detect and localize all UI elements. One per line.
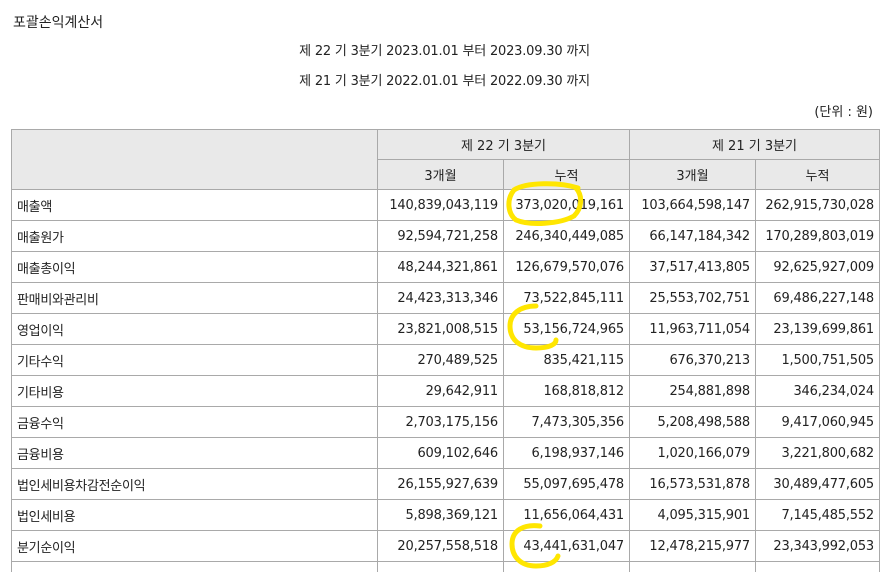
row-value: 609,102,646 <box>378 438 504 469</box>
row-value: 835,421,115 <box>504 345 630 376</box>
row-label: 매출액 <box>12 190 378 221</box>
row-value: 254,881,898 <box>630 376 756 407</box>
row-value: 6,198,937,146 <box>504 438 630 469</box>
row-value: 92,625,927,009 <box>756 252 880 283</box>
row-value: 373,020,019,161 <box>504 190 630 221</box>
row-value: 1,020,166,079 <box>630 438 756 469</box>
row-value: 246,340,449,085 <box>504 221 630 252</box>
table-row-partial <box>12 562 880 572</box>
row-value: 270,489,525 <box>378 345 504 376</box>
row-label: 판매비와관리비 <box>12 283 378 314</box>
row-value: 3,221,800,682 <box>756 438 880 469</box>
row-value: 16,573,531,878 <box>630 469 756 500</box>
row-value: 66,147,184,342 <box>630 221 756 252</box>
unit-label: (단위 : 원) <box>814 101 873 120</box>
empty-cell <box>630 562 756 572</box>
row-label: 영업이익 <box>12 314 378 345</box>
row-value: 2,703,175,156 <box>378 407 504 438</box>
row-value: 29,642,911 <box>378 376 504 407</box>
header-cumulative-22: 누적 <box>504 160 630 190</box>
row-value: 4,095,315,901 <box>630 500 756 531</box>
row-value: 53,156,724,965 <box>504 314 630 345</box>
row-value: 48,244,321,861 <box>378 252 504 283</box>
period-prior: 제 21 기 3분기 2022.01.01 부터 2022.09.30 까지 <box>0 70 889 89</box>
row-value: 26,155,927,639 <box>378 469 504 500</box>
row-value: 5,898,369,121 <box>378 500 504 531</box>
row-value: 676,370,213 <box>630 345 756 376</box>
row-value: 7,473,305,356 <box>504 407 630 438</box>
row-value: 73,522,845,111 <box>504 283 630 314</box>
row-value: 170,289,803,019 <box>756 221 880 252</box>
row-value: 140,839,043,119 <box>378 190 504 221</box>
row-value: 37,517,413,805 <box>630 252 756 283</box>
row-value: 30,489,477,605 <box>756 469 880 500</box>
period-current: 제 22 기 3분기 2023.01.01 부터 2023.09.30 까지 <box>0 40 889 59</box>
row-label: 기타수익 <box>12 345 378 376</box>
row-value: 55,097,695,478 <box>504 469 630 500</box>
row-value: 23,821,008,515 <box>378 314 504 345</box>
row-label: 법인세비용차감전순이익 <box>12 469 378 500</box>
row-value: 5,208,498,588 <box>630 407 756 438</box>
empty-cell <box>756 562 880 572</box>
row-value: 23,139,699,861 <box>756 314 880 345</box>
row-label: 매출총이익 <box>12 252 378 283</box>
header-3months-22: 3개월 <box>378 160 504 190</box>
statement-title: 포괄손익계산서 <box>13 12 103 32</box>
row-label: 기타비용 <box>12 376 378 407</box>
row-label: 금융비용 <box>12 438 378 469</box>
row-label: 분기순이익 <box>12 531 378 562</box>
row-value: 69,486,227,148 <box>756 283 880 314</box>
row-value: 24,423,313,346 <box>378 283 504 314</box>
row-value: 23,343,992,053 <box>756 531 880 562</box>
row-label: 매출원가 <box>12 221 378 252</box>
row-value: 12,478,215,977 <box>630 531 756 562</box>
empty-cell <box>378 562 504 572</box>
row-value: 1,500,751,505 <box>756 345 880 376</box>
row-value: 126,679,570,076 <box>504 252 630 283</box>
row-label: 법인세비용 <box>12 500 378 531</box>
header-corner <box>12 130 378 190</box>
row-value: 262,915,730,028 <box>756 190 880 221</box>
row-value: 11,963,711,054 <box>630 314 756 345</box>
row-value: 103,664,598,147 <box>630 190 756 221</box>
row-value: 346,234,024 <box>756 376 880 407</box>
row-value: 168,818,812 <box>504 376 630 407</box>
row-value: 92,594,721,258 <box>378 221 504 252</box>
row-value: 25,553,702,751 <box>630 283 756 314</box>
empty-cell <box>12 562 378 572</box>
header-cumulative-21: 누적 <box>756 160 880 190</box>
row-value: 9,417,060,945 <box>756 407 880 438</box>
row-value: 7,145,485,552 <box>756 500 880 531</box>
header-period-22: 제 22 기 3분기 <box>378 130 630 160</box>
row-value: 20,257,558,518 <box>378 531 504 562</box>
header-period-21: 제 21 기 3분기 <box>630 130 880 160</box>
row-value: 43,441,631,047 <box>504 531 630 562</box>
row-value: 11,656,064,431 <box>504 500 630 531</box>
row-label: 금융수익 <box>12 407 378 438</box>
header-3months-21: 3개월 <box>630 160 756 190</box>
empty-cell <box>504 562 630 572</box>
